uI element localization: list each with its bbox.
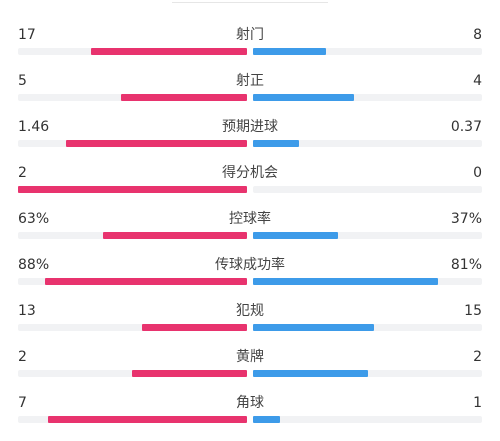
away-value: 81%	[450, 257, 482, 273]
home-bar	[45, 278, 247, 285]
away-value: 2	[473, 349, 482, 365]
home-bar	[142, 324, 247, 331]
stat-label: 得分机会	[222, 165, 278, 181]
away-value: 1	[473, 395, 482, 411]
home-value: 5	[18, 73, 27, 89]
stat-label: 传球成功率	[215, 257, 285, 273]
away-value: 8	[473, 27, 482, 43]
stat-row: 13 犯规 15	[0, 303, 500, 349]
home-bar	[66, 140, 247, 147]
home-value: 7	[18, 395, 27, 411]
away-bar-track	[253, 48, 482, 55]
away-bar	[253, 278, 438, 285]
stat-label: 角球	[236, 395, 264, 411]
stat-label: 射正	[236, 73, 264, 89]
away-bar	[253, 48, 326, 55]
home-bar	[91, 48, 247, 55]
away-value: 15	[464, 303, 482, 319]
stat-label: 犯规	[236, 303, 264, 319]
home-bar-track	[18, 324, 247, 331]
stat-row: 88% 传球成功率 81%	[0, 257, 500, 303]
stat-row: 2 得分机会 0	[0, 165, 500, 211]
home-bar	[121, 94, 247, 101]
home-value: 63%	[18, 211, 50, 227]
home-bar	[48, 416, 247, 423]
away-value: 37%	[450, 211, 482, 227]
away-bar	[253, 140, 299, 147]
away-bar-track	[253, 140, 482, 147]
home-value: 88%	[18, 257, 50, 273]
away-value: 0.37	[450, 119, 482, 135]
top-divider	[172, 2, 328, 3]
stat-row: 17 射门 8	[0, 27, 500, 73]
home-bar	[103, 232, 247, 239]
stat-label: 预期进球	[222, 119, 278, 135]
home-value: 17	[18, 27, 36, 43]
home-value: 2	[18, 165, 27, 181]
home-bar	[18, 186, 247, 193]
home-bar	[132, 370, 247, 377]
home-value: 1.46	[18, 119, 50, 135]
away-bar	[253, 416, 280, 423]
stat-row: 7 角球 1	[0, 395, 500, 441]
away-bar-track	[253, 416, 482, 423]
stat-row: 2 黄牌 2	[0, 349, 500, 395]
stat-label: 控球率	[229, 211, 271, 227]
home-value: 2	[18, 349, 27, 365]
away-bar-track	[253, 186, 482, 193]
away-value: 0	[473, 165, 482, 181]
away-bar	[253, 324, 374, 331]
away-bar-track	[253, 232, 482, 239]
stat-row: 63% 控球率 37%	[0, 211, 500, 257]
away-bar	[253, 94, 354, 101]
home-value: 13	[18, 303, 36, 319]
away-bar-track	[253, 94, 482, 101]
stat-label: 黄牌	[236, 349, 264, 365]
stat-row: 5 射正 4	[0, 73, 500, 119]
away-bar	[253, 232, 338, 239]
stat-label: 射门	[236, 27, 264, 43]
stat-row: 1.46 预期进球 0.37	[0, 119, 500, 165]
away-bar	[253, 370, 368, 377]
away-value: 4	[473, 73, 482, 89]
